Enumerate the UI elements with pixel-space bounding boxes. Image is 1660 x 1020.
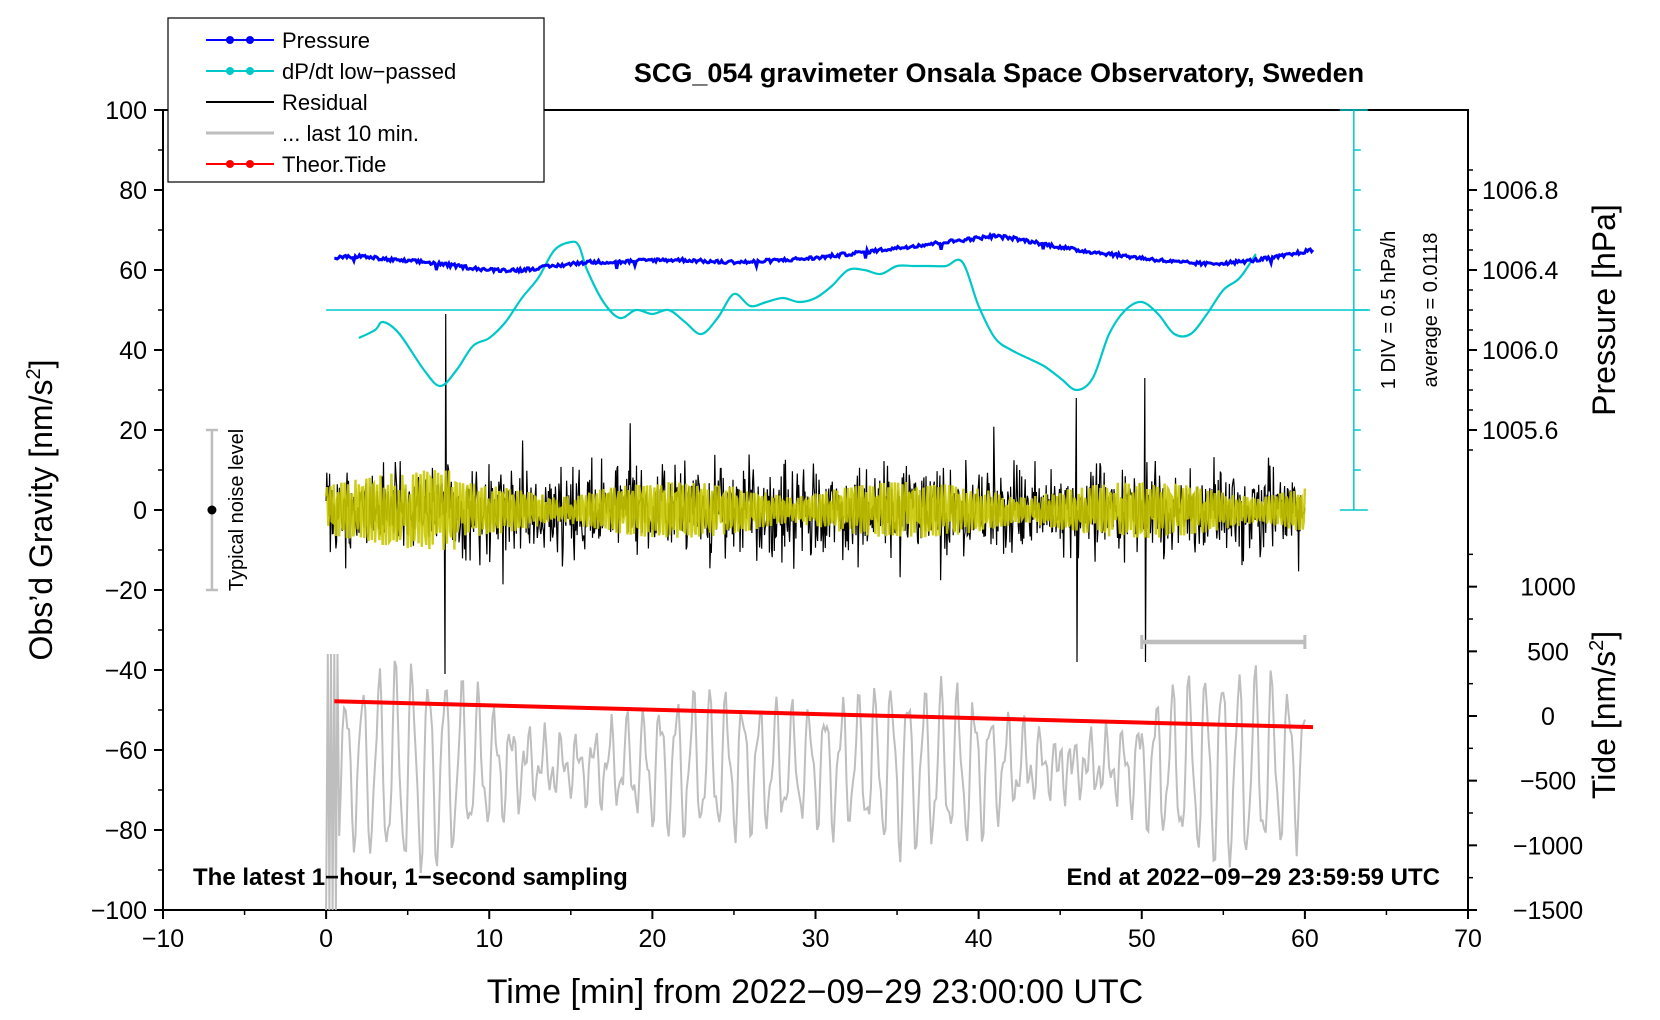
legend-marker: [226, 36, 234, 44]
div-average-label: average = 0.0118: [1420, 233, 1442, 388]
legend-marker: [246, 160, 254, 168]
chart-annotations-layer: Typical noise level: [205, 428, 1307, 649]
y-axis-title-tide-end: ]: [1586, 631, 1622, 640]
x-axis-title: Time [min] from 2022−09−29 23:00:00 UTC: [487, 973, 1143, 1011]
last-10-min-series: [325, 653, 1306, 911]
y-axis-title-tide: Tide [nm/s2]: [1586, 631, 1622, 799]
x-tick-label: 60: [1291, 925, 1319, 953]
legend-marker: [246, 67, 254, 75]
tide-series: [334, 699, 1314, 730]
y-axis-title-left-main: Obs’d Gravity [nm/s: [23, 380, 59, 661]
tide-tick-label: −500: [1520, 768, 1576, 796]
x-tick-label: 10: [475, 925, 503, 953]
y-axis-tide: 1000 500 0 −500 −1000 −1500: [1468, 553, 1583, 925]
residual-smoothed-line: [324, 470, 1307, 551]
legend-label: Theor.Tide: [282, 152, 386, 177]
x-tick-label: −10: [142, 925, 184, 953]
dpdt-line: [358, 240, 1257, 392]
noise-bar-center: [207, 505, 217, 515]
y-tick-label: −20: [105, 577, 147, 605]
x-tick-label: 70: [1454, 925, 1482, 953]
legend-label: Residual: [282, 90, 368, 115]
noise-bar-label: Typical noise level: [226, 429, 248, 591]
y-axis-title-pressure: Pressure [hPa]: [1586, 204, 1622, 416]
pressure-tick-label: 1006.8: [1482, 177, 1558, 205]
legend-marker: [226, 160, 234, 168]
x-tick-label: 50: [1128, 925, 1156, 953]
y-tick-label: 60: [119, 257, 147, 285]
tide-tick-label: 1000: [1520, 574, 1576, 602]
last-10-min-line: [325, 653, 1306, 911]
legend-label: dP/dt low−passed: [282, 59, 456, 84]
legend-label: ... last 10 min.: [282, 121, 419, 146]
y-tick-label: 40: [119, 337, 147, 365]
div-scale-label: 1 DIV = 0.5 hPa/h: [1378, 231, 1400, 389]
x-tick-label: 30: [802, 925, 830, 953]
pressure-tick-label: 1006.0: [1482, 337, 1558, 365]
legend-marker: [246, 36, 254, 44]
tide-tick-label: −1000: [1513, 832, 1583, 860]
tide-tick-label: −1500: [1513, 897, 1583, 925]
pressure-series: [334, 231, 1315, 275]
annotation-bottom-left: The latest 1−hour, 1−second sampling: [193, 864, 628, 891]
tide-line: [334, 699, 1314, 730]
y-axis-title-left: Obs’d Gravity [nm/s2]: [23, 360, 59, 661]
pressure-tick-label: 1005.6: [1482, 417, 1558, 445]
legend-marker: [226, 67, 234, 75]
x-tick-label: 20: [638, 925, 666, 953]
pressure-line: [334, 231, 1315, 275]
y-axis-pressure: 1006.8 1006.4 1006.0 1005.6: [1468, 169, 1559, 451]
y-axis-title-tide-sup: 2: [1586, 640, 1608, 651]
tide-tick-label: 0: [1541, 703, 1555, 731]
y-tick-label: −60: [105, 737, 147, 765]
x-tick-label: 40: [965, 925, 993, 953]
pressure-tick-label: 1006.4: [1482, 257, 1559, 285]
annotation-bottom-right: End at 2022−09−29 23:59:59 UTC: [1066, 864, 1440, 891]
legend-box: [167, 17, 545, 183]
y-axis-title-left-end: ]: [23, 360, 59, 369]
chart-title: SCG_054 gravimeter Onsala Space Observat…: [634, 58, 1364, 88]
tide-tick-label: 500: [1527, 638, 1569, 666]
y-tick-label: −100: [91, 897, 147, 925]
y-tick-label: 0: [133, 497, 147, 525]
y-tick-label: 100: [105, 97, 147, 125]
dpdt-reference-layer: 1 DIV = 0.5 hPa/h average = 0.0118: [326, 109, 1442, 511]
dpdt-series: [358, 240, 1257, 392]
y-axis-title-left-sup: 2: [23, 368, 45, 379]
legend-label: Pressure: [282, 28, 370, 53]
x-tick-label: 0: [319, 925, 333, 953]
x-axis: −10 0 10 20 30 40 50 60 70: [142, 910, 1482, 953]
y-axis-title-tide-main: Tide [nm/s: [1586, 651, 1622, 799]
y-tick-label: −40: [105, 657, 147, 685]
y-tick-label: 80: [119, 177, 147, 205]
y-axis-left: 100 80 60 40 20 0 −20 −40 −60 −80 −100: [91, 97, 163, 925]
legend: Pressure dP/dt low−passed Residual ... last…: [167, 17, 545, 183]
y-tick-label: −80: [105, 817, 147, 845]
residual-smoothed-series: [324, 470, 1307, 551]
y-tick-label: 20: [119, 417, 147, 445]
